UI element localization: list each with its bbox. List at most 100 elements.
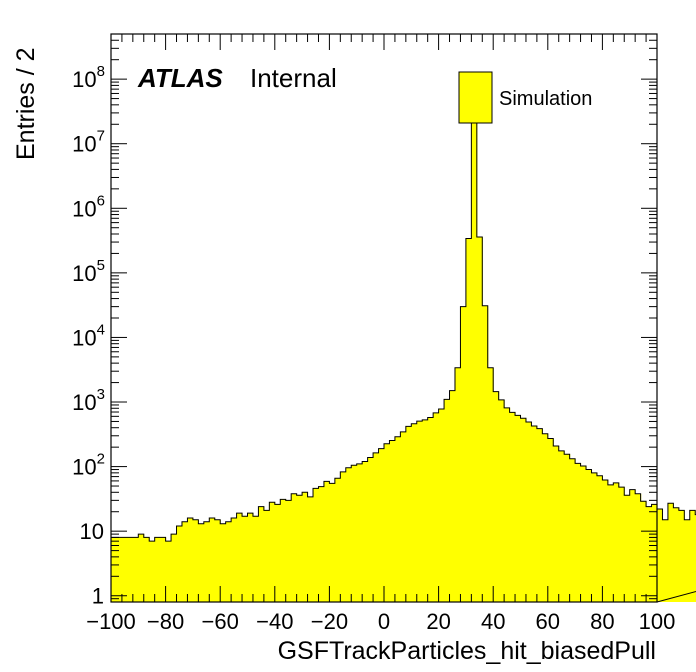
histogram-bar: [165, 541, 172, 602]
x-tick-label: −100: [86, 609, 136, 634]
histogram-bar: [405, 426, 412, 602]
y-tick-label: 103: [72, 386, 105, 415]
histogram-bar: [132, 537, 139, 602]
histogram-bar: [187, 517, 194, 602]
histogram-bar: [662, 519, 669, 602]
histogram-bar: [618, 487, 625, 602]
histogram-bar: [367, 457, 374, 602]
histogram-bar: [454, 367, 462, 602]
histogram-bar: [214, 519, 221, 602]
histogram-bar: [667, 503, 674, 602]
histogram-bar: [416, 421, 423, 602]
histogram-bar: [313, 488, 320, 602]
histogram-bar: [318, 486, 325, 602]
histogram-bar: [449, 390, 456, 602]
histogram-bar: [296, 495, 303, 602]
histogram-bar: [127, 537, 134, 602]
histogram-bar: [629, 489, 636, 602]
histogram-bar: [236, 513, 243, 602]
histogram-bar: [323, 481, 330, 602]
histogram-bar: [198, 523, 205, 602]
histogram-bar: [471, 113, 478, 603]
histogram-bar: [334, 478, 341, 602]
histogram-bar: [684, 519, 691, 602]
histogram-bar: [263, 510, 270, 602]
histogram-bar: [602, 479, 609, 602]
histogram-bar: [111, 537, 118, 602]
histogram-bar: [444, 399, 451, 602]
histogram-bar: [651, 504, 658, 602]
histogram-bar: [307, 496, 314, 602]
atlas-label: ATLAS Internal: [137, 63, 337, 93]
y-axis-ticks: 1 10 102 103 104 105 106 107 108: [72, 33, 657, 609]
histogram-bar: [586, 469, 593, 602]
histogram-bar: [351, 465, 358, 602]
histogram-bar: [580, 466, 587, 602]
histogram-bar: [624, 495, 631, 602]
y-tick-label: 102: [72, 451, 105, 480]
histogram-bar: [252, 516, 260, 602]
histogram-bar: [231, 517, 238, 602]
histogram-bar: [116, 537, 123, 602]
x-tick-label: 60: [536, 609, 560, 634]
histogram-bar: [340, 471, 347, 602]
histogram-bar: [203, 521, 210, 602]
histogram-bar: [121, 537, 128, 602]
histogram-bar: [465, 238, 472, 602]
histogram-bar: [291, 493, 298, 602]
x-tick-label: 20: [426, 609, 450, 634]
histogram-bar: [613, 482, 620, 602]
histogram-bar: [476, 236, 483, 602]
x-tick-label: 80: [590, 609, 614, 634]
histogram-bar: [247, 513, 254, 602]
histogram-bar: [394, 436, 401, 602]
histogram-bar: [596, 475, 603, 602]
y-tick-label: 104: [72, 321, 105, 350]
histogram-bar: [515, 415, 522, 602]
histogram-bar: [520, 418, 527, 602]
legend: Simulation: [458, 71, 592, 124]
histogram-bar: [329, 483, 336, 602]
histogram-bar: [427, 417, 434, 602]
histogram-bar: [280, 499, 287, 602]
histogram-bar: [542, 433, 549, 602]
histogram-bar: [143, 537, 150, 602]
histogram-bar: [646, 506, 653, 602]
histogram-bar: [493, 391, 500, 602]
histogram-bar: [558, 450, 565, 602]
histogram-bar: [181, 521, 189, 602]
x-tick-label: 0: [378, 609, 390, 634]
histogram-bar: [553, 446, 560, 602]
histogram-bar: [345, 467, 352, 602]
histogram-bar: [498, 399, 505, 602]
histogram-bar: [225, 521, 232, 602]
histogram-bar: [389, 440, 396, 602]
histogram-bar: [433, 412, 440, 602]
y-tick-label: 10: [80, 519, 104, 544]
histogram-bar: [378, 448, 385, 602]
x-axis-ticks: −100 −80 −60 −40 −20 0 20 40 60 80 100: [86, 34, 675, 634]
histogram-bar: [640, 501, 647, 602]
y-tick-label: 1: [92, 584, 104, 609]
x-tick-label: 100: [639, 609, 676, 634]
histogram-bar: [373, 452, 380, 602]
histogram-bar: [569, 458, 576, 602]
histogram-bars: [111, 113, 696, 603]
histogram-bar: [274, 504, 281, 602]
histogram-bar: [209, 517, 216, 602]
legend-label-simulation: Simulation: [499, 88, 592, 110]
histogram-bar: [149, 541, 156, 602]
histogram-bar: [575, 463, 582, 602]
histogram-bar: [487, 367, 494, 602]
histogram-bar: [356, 463, 363, 602]
atlas-logo-text: ATLAS: [137, 63, 223, 93]
histogram-bar: [607, 484, 614, 602]
histogram-bar: [242, 516, 249, 602]
y-tick-label: 107: [72, 128, 105, 157]
histogram-bar: [482, 305, 489, 602]
x-tick-label: −60: [202, 609, 239, 634]
x-axis-title: GSFTrackParticles_hit_biasedPull: [278, 637, 656, 665]
histogram-bar: [258, 506, 265, 602]
histogram-bar: [192, 519, 199, 602]
